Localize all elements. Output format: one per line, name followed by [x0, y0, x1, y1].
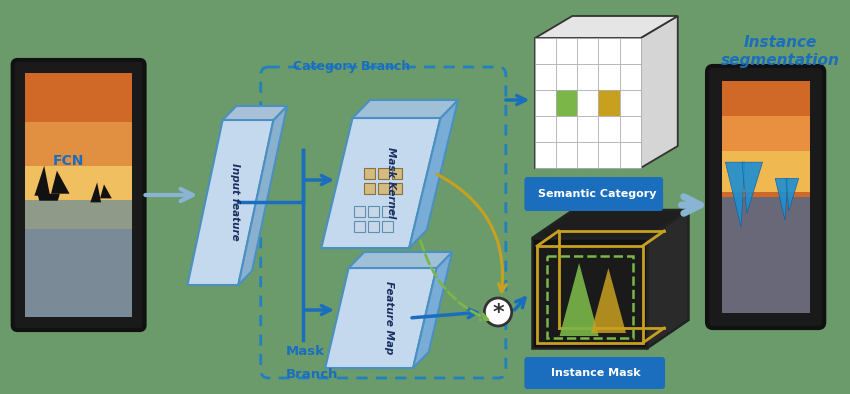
Bar: [620, 64, 641, 90]
Text: Instance: Instance: [744, 35, 817, 50]
Text: *: *: [492, 303, 504, 323]
Text: Input feature: Input feature: [230, 163, 241, 241]
Polygon shape: [413, 252, 452, 368]
Bar: [368, 206, 379, 217]
Bar: [556, 90, 577, 116]
Bar: [556, 64, 577, 90]
Polygon shape: [532, 210, 688, 238]
Bar: [392, 183, 402, 194]
Polygon shape: [641, 16, 677, 168]
FancyBboxPatch shape: [26, 200, 132, 317]
Bar: [620, 90, 641, 116]
FancyBboxPatch shape: [722, 151, 809, 192]
FancyBboxPatch shape: [26, 166, 132, 200]
Bar: [598, 64, 620, 90]
Polygon shape: [786, 178, 799, 211]
FancyBboxPatch shape: [26, 200, 132, 229]
Polygon shape: [326, 268, 437, 368]
Bar: [556, 38, 577, 64]
Polygon shape: [591, 268, 626, 333]
Bar: [536, 116, 556, 142]
Bar: [598, 116, 620, 142]
Polygon shape: [725, 162, 745, 227]
Bar: [556, 116, 577, 142]
Polygon shape: [348, 252, 452, 268]
Text: Mask Kernel: Mask Kernel: [386, 147, 395, 219]
Bar: [382, 221, 393, 232]
Polygon shape: [90, 182, 101, 203]
Polygon shape: [223, 106, 287, 120]
Circle shape: [484, 298, 512, 326]
Bar: [556, 142, 577, 168]
Text: Feature Map: Feature Map: [383, 281, 394, 355]
Text: FCN: FCN: [54, 154, 84, 168]
Bar: [536, 38, 556, 64]
Bar: [577, 64, 598, 90]
Bar: [598, 38, 620, 64]
Polygon shape: [742, 162, 762, 213]
Polygon shape: [536, 16, 677, 38]
Text: Instance Mask: Instance Mask: [551, 368, 641, 378]
FancyBboxPatch shape: [722, 81, 809, 208]
Polygon shape: [321, 118, 440, 248]
Polygon shape: [51, 171, 70, 194]
Polygon shape: [775, 178, 788, 220]
Polygon shape: [238, 106, 287, 285]
FancyBboxPatch shape: [524, 177, 663, 211]
Bar: [536, 245, 643, 342]
Bar: [536, 64, 556, 90]
Bar: [620, 38, 641, 64]
Polygon shape: [100, 184, 112, 198]
FancyBboxPatch shape: [722, 197, 809, 313]
Text: Category Branch: Category Branch: [293, 60, 411, 73]
Text: Semantic Category: Semantic Category: [538, 189, 657, 199]
Bar: [365, 183, 375, 194]
Bar: [577, 90, 598, 116]
Bar: [354, 221, 366, 232]
Polygon shape: [37, 194, 60, 201]
FancyBboxPatch shape: [13, 60, 145, 330]
Text: Mask: Mask: [286, 345, 326, 358]
Text: Branch: Branch: [286, 368, 338, 381]
Polygon shape: [409, 100, 458, 248]
Polygon shape: [34, 166, 50, 196]
Bar: [620, 116, 641, 142]
Bar: [598, 90, 620, 116]
Bar: [547, 256, 632, 338]
Text: segmentation: segmentation: [721, 52, 840, 67]
Bar: [598, 142, 620, 168]
Bar: [392, 168, 402, 179]
Bar: [536, 142, 556, 168]
Bar: [577, 116, 598, 142]
Bar: [577, 38, 598, 64]
Bar: [378, 168, 388, 179]
Bar: [536, 90, 556, 116]
Bar: [378, 183, 388, 194]
Bar: [382, 206, 393, 217]
FancyBboxPatch shape: [524, 357, 665, 389]
FancyBboxPatch shape: [26, 122, 132, 195]
Polygon shape: [353, 100, 458, 118]
Bar: [354, 206, 366, 217]
Polygon shape: [532, 238, 648, 348]
Polygon shape: [536, 38, 641, 168]
Polygon shape: [188, 120, 274, 285]
Bar: [620, 142, 641, 168]
Polygon shape: [648, 210, 689, 348]
Bar: [577, 142, 598, 168]
Bar: [365, 168, 375, 179]
Polygon shape: [559, 263, 598, 336]
Bar: [368, 221, 379, 232]
FancyBboxPatch shape: [26, 73, 132, 232]
FancyBboxPatch shape: [722, 116, 809, 181]
FancyBboxPatch shape: [707, 66, 824, 328]
